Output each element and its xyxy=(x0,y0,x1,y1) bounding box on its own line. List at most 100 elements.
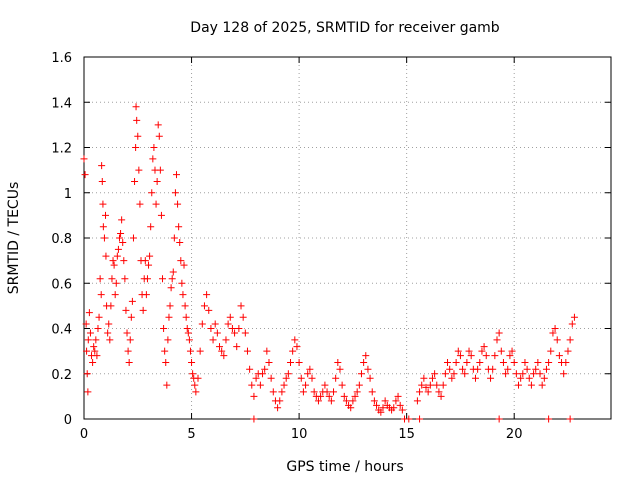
data-point-0-231 xyxy=(465,347,473,355)
data-point-0-88 xyxy=(168,275,176,283)
chart-title: Day 128 of 2025, SRMTID for receiver gam… xyxy=(190,20,500,36)
data-point-0-165 xyxy=(310,388,318,396)
data-point-0-0 xyxy=(80,155,88,163)
data-point-0-135 xyxy=(246,365,254,373)
data-point-0-237 xyxy=(478,347,486,355)
data-points xyxy=(80,103,578,423)
data-point-0-29 xyxy=(106,336,114,344)
data-point-1-4 xyxy=(495,415,503,423)
data-point-0-15 xyxy=(94,325,102,332)
data-point-0-220 xyxy=(441,370,449,378)
data-point-0-276 xyxy=(562,358,570,366)
data-point-0-227 xyxy=(456,352,464,360)
data-point-0-7 xyxy=(85,309,93,317)
data-point-0-45 xyxy=(123,329,131,337)
data-point-0-6 xyxy=(84,336,92,344)
data-point-0-16 xyxy=(95,313,103,321)
data-point-0-51 xyxy=(129,234,137,242)
data-point-0-107 xyxy=(189,370,197,378)
data-point-1-6 xyxy=(566,415,574,423)
data-point-0-23 xyxy=(100,234,108,242)
data-point-0-177 xyxy=(336,365,344,373)
data-point-0-197 xyxy=(379,404,387,412)
data-point-0-217 xyxy=(435,388,443,396)
data-point-0-17 xyxy=(96,275,104,283)
data-point-0-206 xyxy=(398,406,406,414)
data-point-0-77 xyxy=(156,166,164,174)
data-point-0-102 xyxy=(183,325,191,332)
data-point-0-5 xyxy=(84,388,92,396)
data-point-0-275 xyxy=(560,370,568,378)
data-point-0-8 xyxy=(86,329,94,337)
data-point-0-64 xyxy=(142,291,150,299)
data-point-0-53 xyxy=(132,144,140,151)
data-point-0-42 xyxy=(120,257,128,265)
data-point-0-264 xyxy=(536,370,544,378)
data-point-1-3 xyxy=(416,415,424,423)
data-point-0-84 xyxy=(164,336,172,344)
data-point-0-213 xyxy=(426,381,434,389)
data-point-0-188 xyxy=(360,358,368,366)
data-point-1-0 xyxy=(250,415,258,423)
data-point-0-249 xyxy=(504,365,512,373)
y-tick-label-0: 0 xyxy=(64,413,72,428)
data-point-0-50 xyxy=(128,297,136,305)
data-point-0-104 xyxy=(185,336,193,344)
data-point-0-101 xyxy=(182,313,190,321)
data-point-0-149 xyxy=(276,397,284,405)
data-point-0-19 xyxy=(98,162,106,170)
data-point-0-194 xyxy=(373,401,381,409)
data-point-0-137 xyxy=(250,392,258,400)
data-point-0-209 xyxy=(418,381,426,389)
data-point-0-235 xyxy=(474,365,482,373)
data-point-0-49 xyxy=(127,313,135,321)
data-point-0-125 xyxy=(224,320,232,328)
y-tick-label-1: 0.2 xyxy=(51,368,72,383)
data-point-0-114 xyxy=(200,302,208,310)
data-point-0-83 xyxy=(163,381,171,389)
data-point-0-30 xyxy=(107,302,115,310)
data-point-0-225 xyxy=(452,358,460,366)
y-tick-label-6: 1.2 xyxy=(51,142,72,157)
data-point-0-141 xyxy=(259,370,267,378)
x-tick-label-3: 15 xyxy=(398,427,415,442)
data-point-0-3 xyxy=(83,347,91,355)
data-point-0-202 xyxy=(390,404,398,412)
data-point-0-93 xyxy=(174,200,182,208)
data-point-0-2 xyxy=(82,320,90,328)
data-point-0-267 xyxy=(542,365,550,373)
data-point-0-210 xyxy=(420,374,428,382)
data-point-0-179 xyxy=(340,392,348,400)
data-point-0-52 xyxy=(131,177,139,185)
data-point-0-113 xyxy=(198,320,206,328)
data-point-0-228 xyxy=(459,365,467,373)
data-point-0-142 xyxy=(261,365,269,373)
data-point-0-239 xyxy=(482,352,490,360)
x-tick-label-1: 5 xyxy=(187,427,195,442)
data-point-0-96 xyxy=(177,257,185,265)
data-point-0-226 xyxy=(454,347,462,355)
data-point-0-63 xyxy=(141,257,149,265)
data-point-0-40 xyxy=(118,216,126,224)
data-point-0-74 xyxy=(153,177,161,185)
data-point-0-55 xyxy=(133,116,141,124)
data-point-0-145 xyxy=(267,374,275,382)
data-point-0-270 xyxy=(549,329,557,337)
data-point-0-131 xyxy=(237,302,245,310)
data-point-0-257 xyxy=(521,358,529,366)
data-point-0-158 xyxy=(295,358,303,366)
data-point-0-243 xyxy=(491,352,499,360)
data-point-0-130 xyxy=(235,325,243,332)
data-point-0-191 xyxy=(366,374,374,382)
data-point-0-271 xyxy=(551,325,559,332)
data-point-0-205 xyxy=(396,401,404,409)
data-point-0-168 xyxy=(317,392,325,400)
y-tick-label-5: 1 xyxy=(64,187,72,202)
data-point-0-127 xyxy=(228,325,236,332)
data-point-0-133 xyxy=(241,329,249,337)
data-point-0-150 xyxy=(278,388,286,396)
data-point-0-4 xyxy=(83,370,91,378)
data-point-0-144 xyxy=(265,358,273,366)
data-point-0-185 xyxy=(353,388,361,396)
data-point-0-106 xyxy=(188,358,196,366)
